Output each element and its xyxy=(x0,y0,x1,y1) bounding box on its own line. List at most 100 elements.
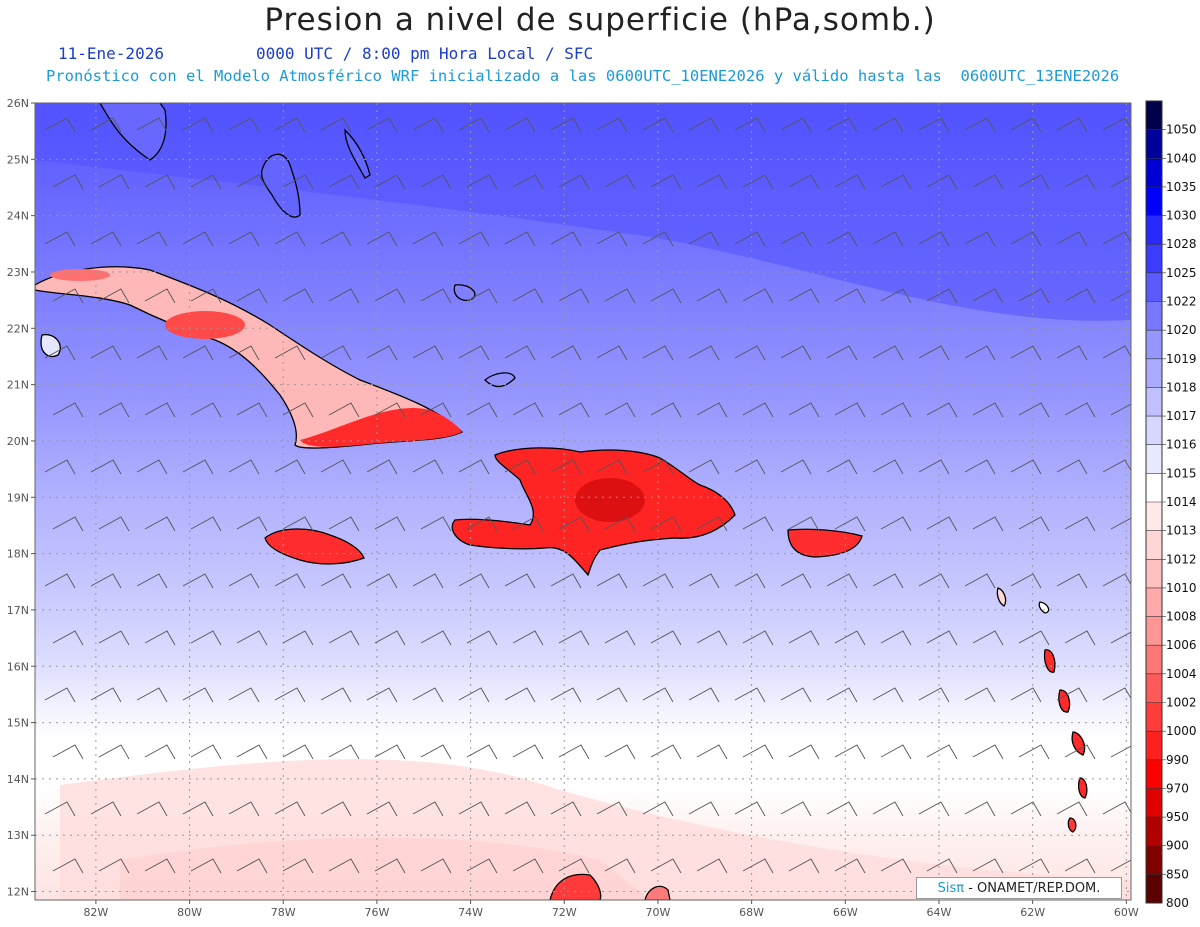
wind-barb xyxy=(374,630,406,646)
wind-barb xyxy=(274,573,306,589)
barbuda xyxy=(1038,601,1050,614)
wind-barb xyxy=(512,630,544,646)
land-masses xyxy=(35,103,1088,900)
wind-barb xyxy=(144,402,176,418)
wind-barb xyxy=(458,801,490,817)
wind-barb xyxy=(880,516,912,532)
wind-barb xyxy=(780,573,812,589)
wind-barb xyxy=(788,402,820,418)
wind-barb xyxy=(1056,231,1088,247)
wind-barb xyxy=(228,459,260,475)
wind-barb xyxy=(320,345,352,361)
wind-barb xyxy=(964,231,996,247)
lat-lon-grid xyxy=(35,103,1131,900)
wind-barb xyxy=(52,516,84,532)
wind-barb xyxy=(734,573,766,589)
wind-barb xyxy=(834,288,866,304)
colorbar-label: 1012 xyxy=(1166,552,1197,566)
wind-barb xyxy=(282,630,314,646)
wind-barb xyxy=(136,117,168,133)
wind-barb xyxy=(52,744,84,760)
wind-barb xyxy=(52,630,84,646)
bahamas-inagua xyxy=(453,284,476,301)
wind-barb xyxy=(550,117,582,133)
turks-caicos xyxy=(484,372,516,388)
wind-barb xyxy=(688,459,720,475)
credit-box: Sisπ - ONAMET/REP.DOM. xyxy=(916,877,1122,899)
colorbar-label: 1013 xyxy=(1166,524,1197,538)
colorbar-label: 1018 xyxy=(1166,380,1197,394)
wind-barb xyxy=(282,858,314,874)
wind-barb xyxy=(558,402,590,418)
lat-label: 13N xyxy=(7,829,29,842)
wind-barb xyxy=(366,345,398,361)
colorbar-swatch xyxy=(1146,272,1162,302)
wind-barb xyxy=(412,345,444,361)
colorbar-label: 1022 xyxy=(1166,295,1197,309)
wind-barb xyxy=(972,744,1004,760)
wind-barb xyxy=(90,231,122,247)
wind-barb xyxy=(1010,801,1042,817)
lat-label: 23N xyxy=(7,266,29,279)
colorbar-label: 800 xyxy=(1166,896,1189,910)
wind-barb xyxy=(190,174,222,190)
wind-barb xyxy=(136,459,168,475)
lat-label: 26N xyxy=(7,97,29,110)
map-field xyxy=(35,103,1131,900)
wind-barb xyxy=(964,573,996,589)
wind-barb xyxy=(228,345,260,361)
colorbar-swatch xyxy=(1146,129,1162,159)
lon-label: 80W xyxy=(177,906,202,919)
wind-barb xyxy=(90,573,122,589)
colorbar-label: 970 xyxy=(1166,781,1189,795)
wind-barb xyxy=(926,174,958,190)
wind-barb xyxy=(374,402,406,418)
wind-barb xyxy=(504,231,536,247)
colorbar-label: 1017 xyxy=(1166,409,1197,423)
wind-barb xyxy=(596,117,628,133)
lon-label: 66W xyxy=(833,906,858,919)
wind-barb xyxy=(1110,289,1131,302)
wind-barb xyxy=(734,345,766,361)
wind-barb xyxy=(880,402,912,418)
wind-barb xyxy=(282,402,314,418)
wind-barb xyxy=(320,573,352,589)
wind-barb xyxy=(144,516,176,532)
wind-barb xyxy=(688,345,720,361)
wind-barb xyxy=(926,858,958,874)
lat-label: 22N xyxy=(7,322,29,335)
wind-barb xyxy=(466,858,498,874)
wind-barb xyxy=(1064,744,1096,760)
wind-barb xyxy=(512,744,544,760)
wind-barb xyxy=(604,402,636,418)
jamaica xyxy=(264,528,365,565)
wind-barb xyxy=(696,630,728,646)
colorbar-swatch xyxy=(1146,330,1162,360)
wind-barb xyxy=(144,744,176,760)
colorbar-swatch xyxy=(1146,587,1162,618)
wind-barb xyxy=(780,117,812,133)
wind-barb xyxy=(420,288,452,304)
wind-barb xyxy=(328,288,360,304)
wind-barb xyxy=(136,573,168,589)
wind-barb xyxy=(788,630,820,646)
wind-barb xyxy=(918,345,950,361)
wind-barb xyxy=(734,231,766,247)
wind-barb xyxy=(650,858,682,874)
wind-barb xyxy=(44,573,76,589)
colorbar-swatch xyxy=(1146,616,1162,646)
wind-barb xyxy=(1018,516,1050,532)
wind-barb xyxy=(504,801,536,817)
wind-barb xyxy=(872,687,904,703)
wind-barb xyxy=(834,174,866,190)
wind-barb xyxy=(328,174,360,190)
wind-barb xyxy=(1110,745,1131,758)
wind-barb xyxy=(512,288,544,304)
antigua xyxy=(996,587,1007,607)
wind-barb xyxy=(926,744,958,760)
wind-barb xyxy=(872,231,904,247)
wind-barb xyxy=(558,744,590,760)
wind-barb xyxy=(374,858,406,874)
wind-barb xyxy=(826,801,858,817)
